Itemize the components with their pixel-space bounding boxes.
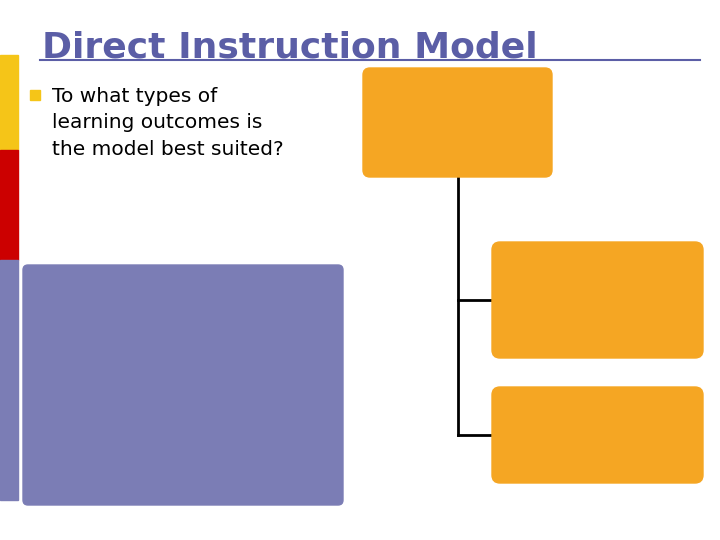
FancyBboxPatch shape	[492, 387, 703, 483]
FancyBboxPatch shape	[492, 242, 703, 358]
Text: To what types of
learning outcomes is
the model best suited?: To what types of learning outcomes is th…	[52, 87, 284, 159]
Bar	[0, 260, 18, 500]
Text: Direct Instruction Model: Direct Instruction Model	[42, 30, 538, 64]
Text: Direct Instruction
Model: Direct Instruction Model	[373, 100, 542, 145]
FancyBboxPatch shape	[23, 265, 343, 505]
FancyBboxPatch shape	[363, 68, 552, 177]
Bar	[0, 55, 18, 150]
Bar	[0, 150, 18, 260]
Text: What essential skills
and/or knowledge in your
subject area might be
best achiev: What essential skills and/or knowledge i…	[77, 323, 289, 447]
Text: Skill Mastery: Skill Mastery	[531, 426, 663, 444]
Text: Mastery of
well-structured
knowledge: Mastery of well-structured knowledge	[520, 266, 675, 334]
Bar	[30, 90, 40, 100]
